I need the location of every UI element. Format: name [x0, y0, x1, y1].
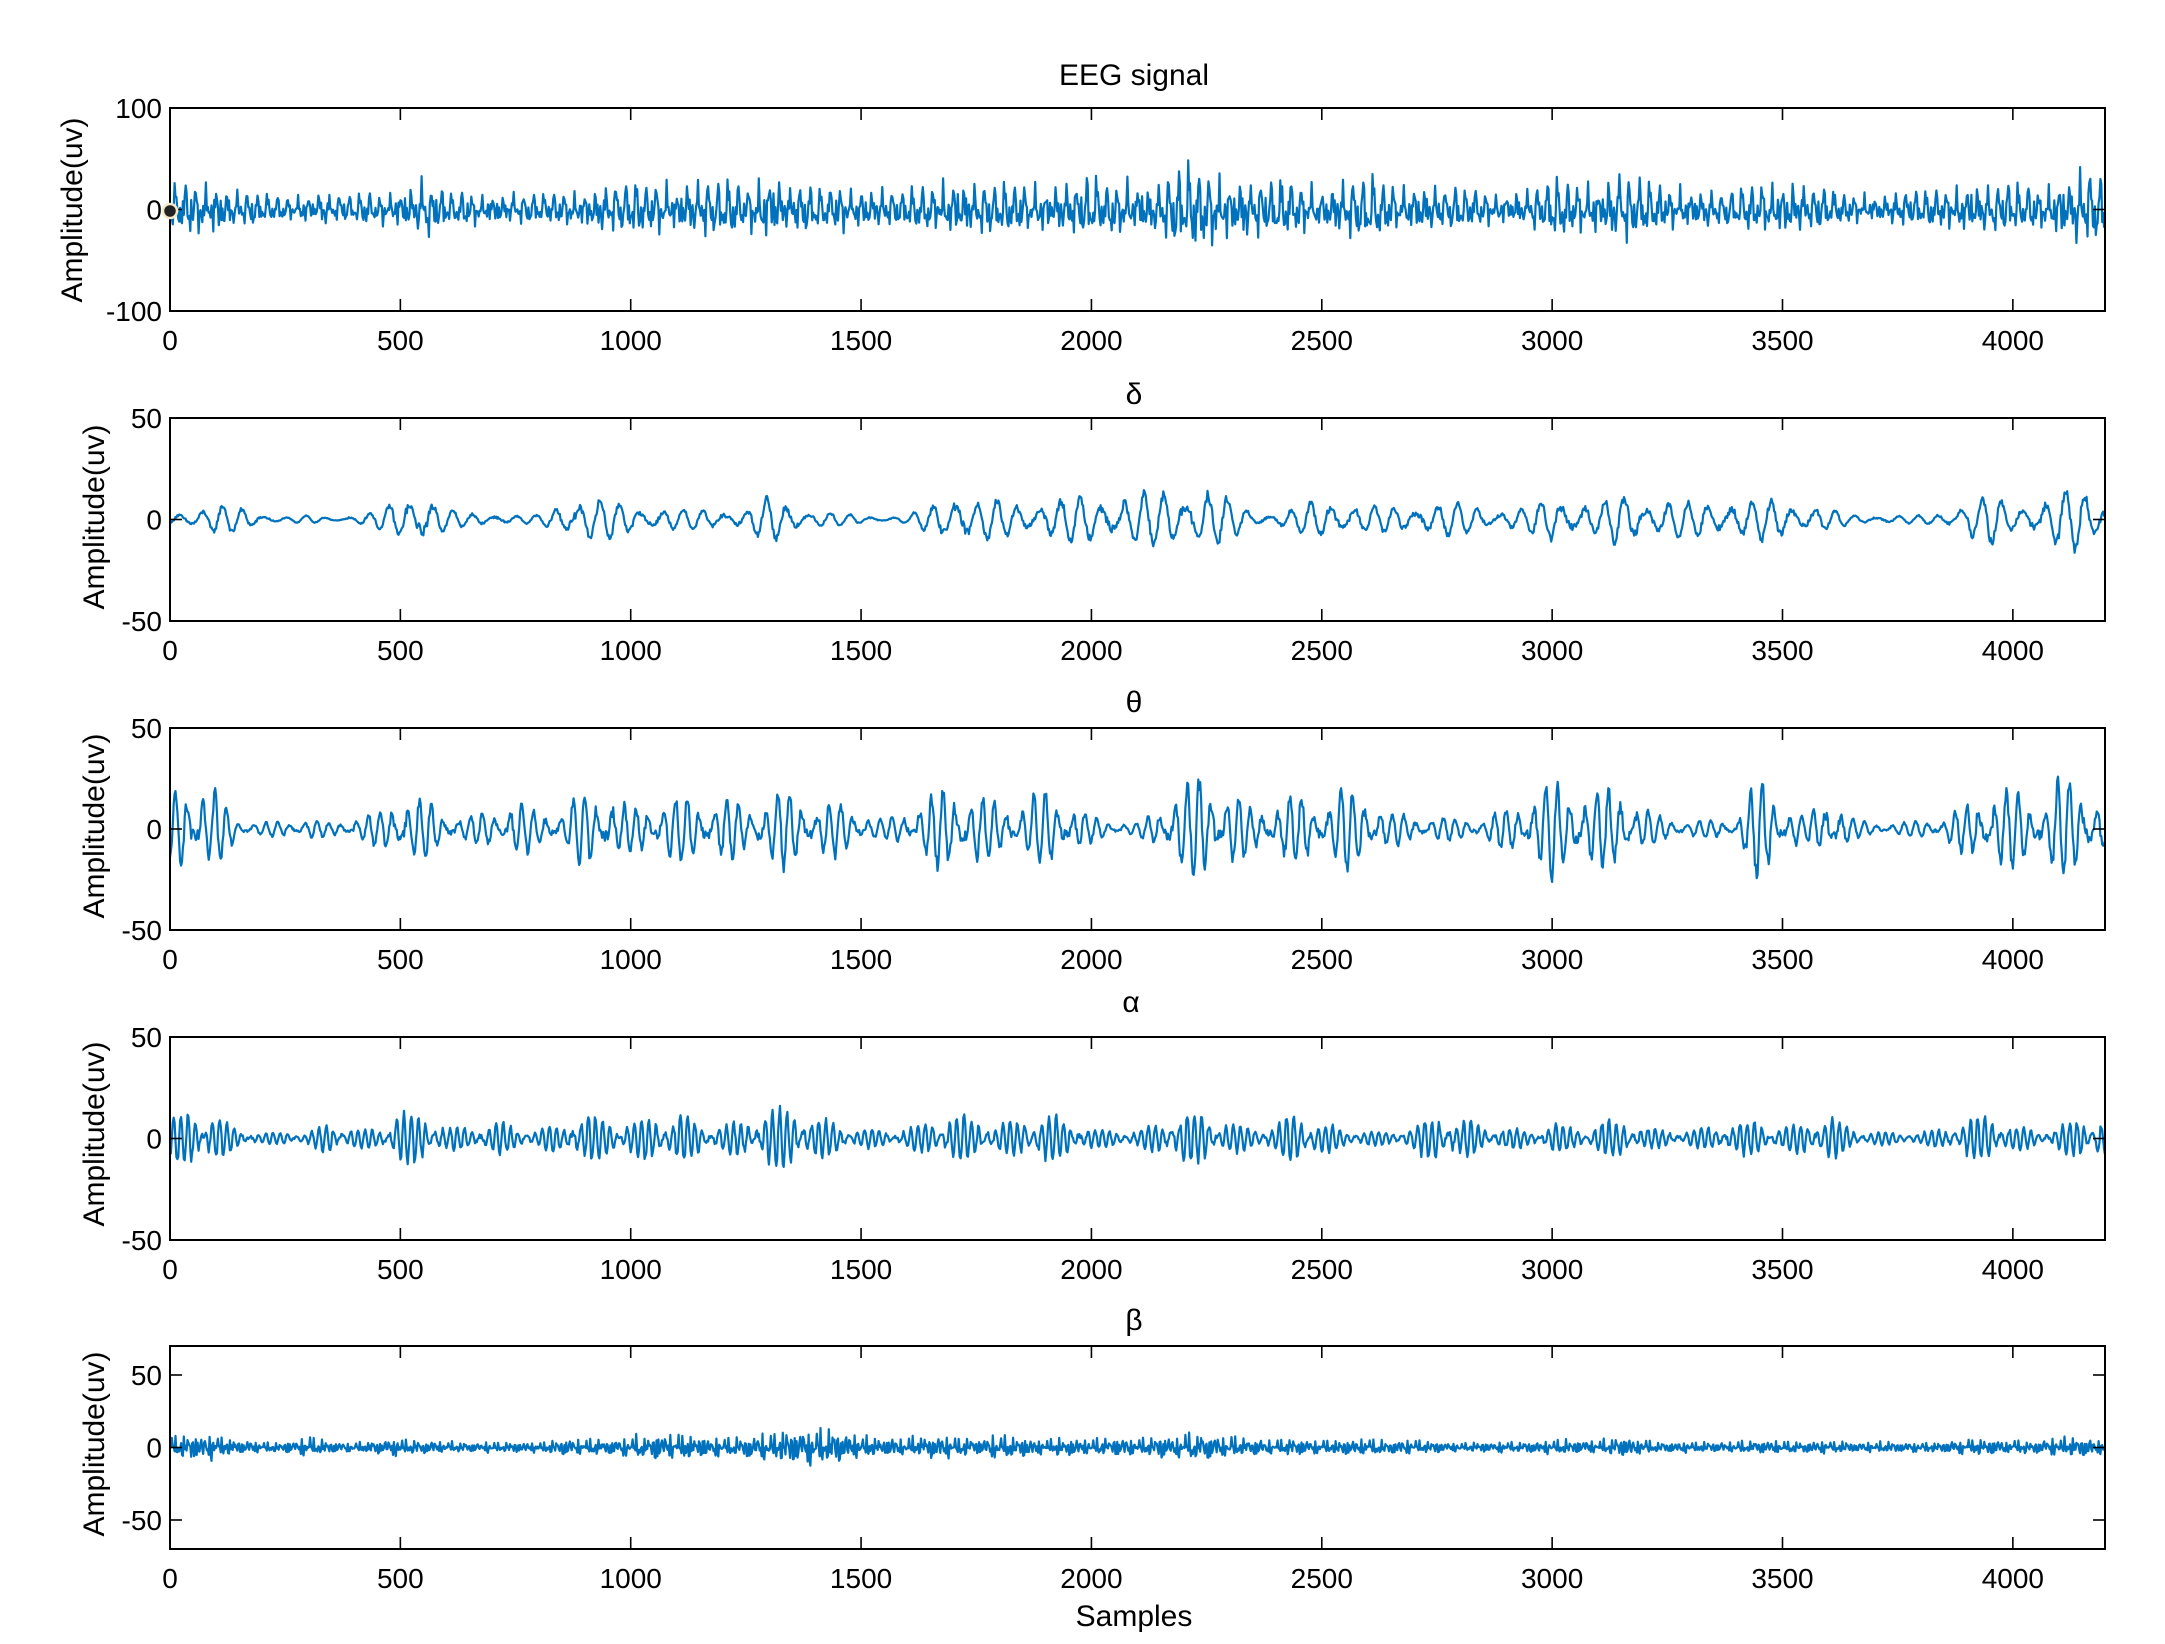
x-tick-label: 1000: [600, 944, 662, 975]
x-tick-label: 3000: [1521, 1254, 1583, 1285]
x-tick-label: 2500: [1291, 1254, 1353, 1285]
y-tick-label: 100: [115, 93, 162, 124]
signal-trace: [168, 1104, 2107, 1168]
x-tick-label: 1000: [600, 1563, 662, 1594]
y-tick-label: -50: [122, 1225, 162, 1256]
axes-title: β: [1125, 1304, 1142, 1337]
axes-frame: [169, 417, 2106, 622]
y-tick-label: 50: [131, 403, 162, 434]
x-tick-label: 1500: [830, 635, 892, 666]
x-tick-label: 500: [377, 1563, 424, 1594]
axes-eeg-signal: EEG signal Amplitude(uv) 0 500 1000 1500 200…: [56, 59, 2107, 356]
y-axis-label: Amplitude(uv): [78, 1351, 111, 1536]
x-tick-label: 2500: [1291, 325, 1353, 356]
axes-title: θ: [1126, 686, 1143, 719]
x-tick-label: 2000: [1060, 944, 1122, 975]
y-axis-label: Amplitude(uv): [56, 117, 89, 302]
x-tick-label: 1500: [830, 325, 892, 356]
y-tick-label: 0: [146, 1124, 162, 1155]
x-tick-label: 2000: [1060, 1563, 1122, 1594]
axes-title: α: [1122, 986, 1139, 1019]
signal-trace: [169, 159, 2107, 247]
y-tick-label: 50: [131, 713, 162, 744]
x-tick-label: 4000: [1982, 944, 2044, 975]
x-tick-label: 2500: [1291, 944, 1353, 975]
x-tick-label: 3000: [1521, 635, 1583, 666]
x-tick-label: 3000: [1521, 944, 1583, 975]
axes-theta: θ Amplitude(uv) 0 500 1000 1500 2000 2500 3000…: [78, 686, 2107, 975]
x-tick-label: 0: [162, 1254, 178, 1285]
y-axis-label: Amplitude(uv): [78, 733, 111, 918]
x-tick-label: 4000: [1982, 1254, 2044, 1285]
x-tick-label: 3500: [1751, 1254, 1813, 1285]
signal-trace: [169, 1426, 2106, 1467]
x-tick-label: 4000: [1982, 1563, 2044, 1594]
y-axis-label: Amplitude(uv): [78, 1041, 111, 1226]
x-tick-label: 500: [377, 635, 424, 666]
x-tick-label: 2000: [1060, 325, 1122, 356]
y-axis-label: Amplitude(uv): [78, 424, 111, 609]
y-tick-label: 50: [131, 1022, 162, 1053]
x-tick-label: 3500: [1751, 944, 1813, 975]
x-tick-label: 1000: [600, 635, 662, 666]
x-tick-label: 2500: [1291, 1563, 1353, 1594]
x-tick-label: 1500: [830, 1563, 892, 1594]
y-tick-label: 0: [146, 505, 162, 536]
x-tick-label: 3000: [1521, 1563, 1583, 1594]
data-cursor-marker: [161, 202, 179, 220]
x-tick-label: 3500: [1751, 1563, 1813, 1594]
x-tick-label: 1000: [600, 325, 662, 356]
axes-title: EEG signal: [1059, 59, 1209, 92]
x-tick-label: 0: [162, 1563, 178, 1594]
signal-trace: [168, 489, 2106, 554]
x-tick-label: 2500: [1291, 635, 1353, 666]
y-tick-label: 50: [131, 1360, 162, 1391]
x-tick-label: 0: [162, 635, 178, 666]
x-tick-label: 4000: [1982, 325, 2044, 356]
signal-trace: [168, 775, 2107, 883]
y-tick-label: 0: [146, 195, 162, 226]
y-tick-label: -100: [106, 296, 162, 327]
axes-alpha: α Amplitude(uv) 0 500 1000 1500 2000 2500 3000…: [78, 986, 2107, 1285]
y-tick-label: -50: [122, 1505, 162, 1536]
x-tick-label: 1500: [830, 944, 892, 975]
x-tick-label: 4000: [1982, 635, 2044, 666]
x-tick-label: 500: [377, 1254, 424, 1285]
x-tick-label: 0: [162, 325, 178, 356]
x-tick-label: 3500: [1751, 325, 1813, 356]
x-tick-label: 500: [377, 944, 424, 975]
y-tick-label: 0: [146, 814, 162, 845]
x-tick-label: 2000: [1060, 1254, 1122, 1285]
axes-delta: δ Amplitude(uv) 0 500 1000 1500 2000 2500 3000…: [78, 378, 2106, 666]
x-tick-label: 500: [377, 325, 424, 356]
y-tick-label: 0: [146, 1433, 162, 1464]
y-tick-label: -50: [122, 915, 162, 946]
x-axis-label: Samples: [1076, 1600, 1193, 1633]
y-tick-label: -50: [122, 606, 162, 637]
x-tick-label: 2000: [1060, 635, 1122, 666]
axes-title: δ: [1126, 378, 1143, 411]
x-tick-label: 3500: [1751, 635, 1813, 666]
axes-frame: [169, 727, 2106, 931]
x-tick-label: 1500: [830, 1254, 892, 1285]
axes-beta: β Amplitude(uv) Samples 0 500 1000 1500 2000…: [78, 1304, 2106, 1633]
x-tick-label: 3000: [1521, 325, 1583, 356]
x-tick-label: 1000: [600, 1254, 662, 1285]
x-tick-label: 0: [162, 944, 178, 975]
